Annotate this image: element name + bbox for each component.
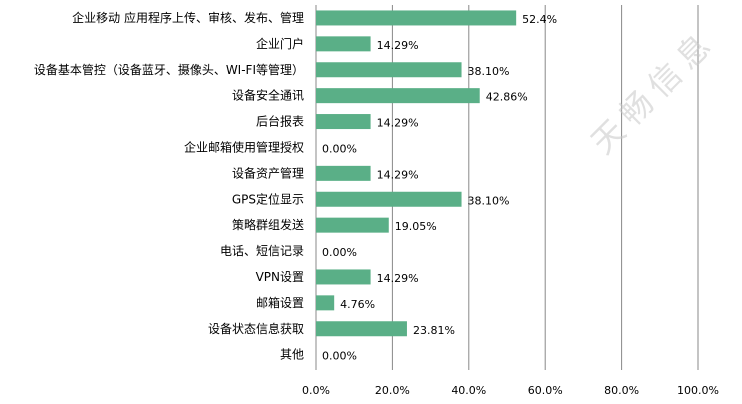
x-tick-label: 80.0%	[604, 384, 639, 397]
category-label: 邮箱设置	[256, 295, 304, 310]
category-label: 设备安全通讯	[232, 88, 304, 103]
category-label: 企业移动 应用程序上传、审核、发布、管理	[72, 10, 304, 25]
value-labels: 52.4% 14.29% 38.10% 42.86% 14.29% 0.00% 14.29%…	[322, 13, 557, 363]
bar	[316, 165, 371, 181]
x-tick-labels: 0.0% 20.0% 40.0% 60.0% 80.0% 100.0%	[302, 384, 719, 397]
data-label: 42.86%	[486, 91, 528, 104]
data-label: 14.29%	[377, 39, 419, 52]
bar	[316, 191, 462, 207]
category-label: 设备资产管理	[232, 165, 304, 180]
data-label: 0.00%	[322, 246, 357, 259]
category-label: 策略群组发送	[232, 217, 304, 232]
data-label: 4.76%	[340, 298, 375, 311]
data-label: 23.81%	[413, 324, 455, 337]
x-tick-label: 0.0%	[302, 384, 330, 397]
bars	[316, 10, 517, 337]
category-label: 设备状态信息获取	[208, 321, 304, 336]
x-tick-label: 100.0%	[677, 384, 719, 397]
bar	[316, 36, 371, 52]
bar	[316, 88, 480, 104]
x-tick-label: 20.0%	[375, 384, 410, 397]
category-label: 企业门户	[256, 36, 304, 51]
x-tick-label: 40.0%	[451, 384, 486, 397]
data-label: 14.29%	[377, 117, 419, 130]
data-label: 0.00%	[322, 142, 357, 155]
category-label: GPS定位显示	[232, 191, 304, 206]
data-label: 52.4%	[522, 13, 557, 26]
data-label: 0.00%	[322, 350, 357, 363]
data-label: 38.10%	[468, 194, 510, 207]
x-tick-label: 60.0%	[528, 384, 563, 397]
category-label: VPN设置	[256, 270, 304, 284]
bar	[316, 10, 517, 26]
grid-lines	[391, 5, 699, 370]
category-label: 企业邮箱使用管理授权	[184, 139, 304, 154]
bar	[316, 62, 462, 78]
data-label: 14.29%	[377, 168, 419, 181]
category-label: 电话、短信记录	[220, 244, 304, 258]
data-label: 38.10%	[468, 65, 510, 78]
bar	[316, 114, 371, 130]
bar	[316, 269, 371, 285]
category-label: 其他	[280, 348, 304, 362]
category-label: 设备基本管控（设备蓝牙、摄像头、WI-FI等管理）	[34, 62, 304, 77]
bar	[316, 217, 389, 233]
data-label: 14.29%	[377, 272, 419, 285]
data-label: 19.05%	[395, 220, 437, 233]
bar	[316, 295, 335, 311]
bar	[316, 321, 407, 337]
category-label: 后台报表	[256, 114, 304, 129]
category-labels: 企业移动 应用程序上传、审核、发布、管理企业门户设备基本管控（设备蓝牙、摄像头、…	[34, 10, 304, 362]
